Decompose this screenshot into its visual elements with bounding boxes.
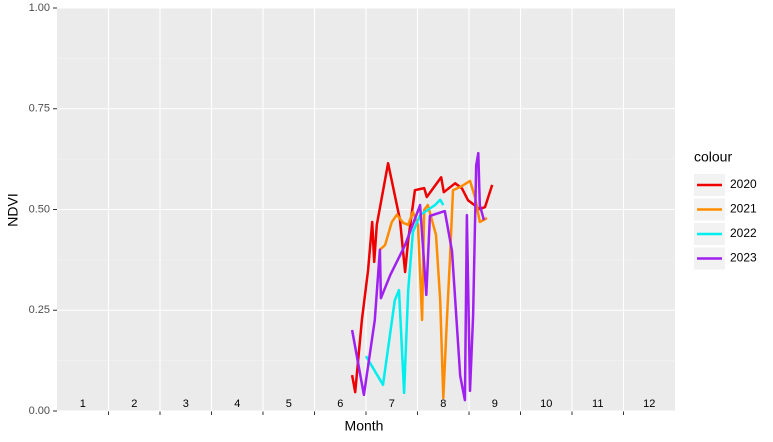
month-label: 11: [592, 398, 603, 410]
month-label: 9: [492, 398, 498, 410]
legend-label: 2023: [730, 251, 757, 265]
month-label: 4: [234, 398, 240, 410]
month-label: 7: [389, 398, 395, 410]
x-axis-title: Month: [345, 418, 384, 434]
series-line: [350, 161, 494, 394]
y-tick-label: 0.50: [29, 203, 50, 215]
month-label: 5: [286, 398, 292, 410]
legend-label: 2021: [730, 202, 757, 216]
y-tick-label: 0.75: [29, 103, 50, 115]
legend-title: colour: [694, 149, 732, 165]
month-label: 12: [643, 398, 655, 410]
month-label: 6: [337, 398, 343, 410]
series-line: [379, 179, 488, 400]
month-label: 3: [183, 398, 189, 410]
y-tick-label: 1.00: [29, 2, 50, 14]
month-label: 2: [131, 398, 137, 410]
month-label: 8: [440, 398, 446, 410]
series-line: [364, 198, 445, 395]
legend-label: 2020: [730, 177, 757, 191]
y-axis-title: NDVI: [5, 193, 21, 226]
month-label: 1: [80, 398, 86, 410]
y-tick-label: 0.25: [29, 304, 50, 316]
legend-label: 2022: [730, 226, 757, 240]
series-line: [350, 151, 486, 402]
y-tick-label: 0.00: [29, 405, 50, 417]
month-label: 10: [540, 398, 552, 410]
